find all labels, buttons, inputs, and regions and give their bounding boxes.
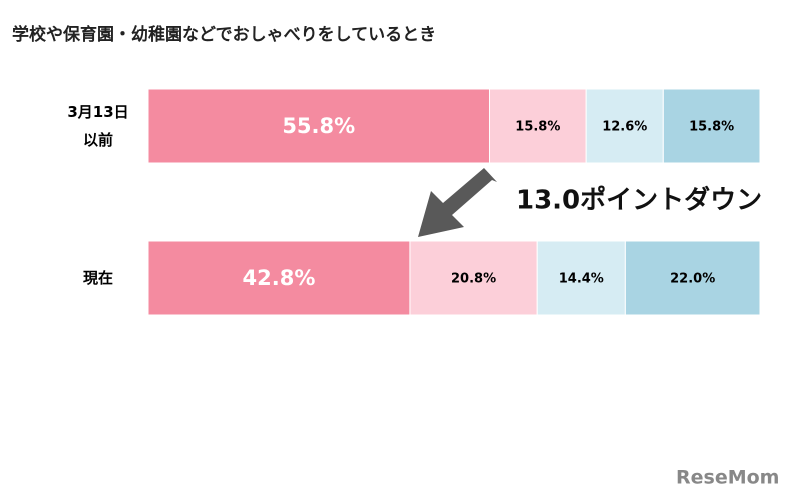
value-label: 14.4% bbox=[559, 272, 604, 287]
value-label: 22.0% bbox=[670, 272, 715, 287]
value-label: 12.6% bbox=[602, 120, 647, 135]
bar-segment bbox=[662, 88, 761, 164]
chart-title: 学校や保育園・幼稚園などでおしゃべりをしているとき bbox=[12, 24, 436, 45]
value-label: 15.8% bbox=[689, 120, 734, 135]
bar-segment bbox=[147, 240, 411, 316]
bar-segment bbox=[409, 240, 538, 316]
category-label: 現在 bbox=[82, 269, 113, 287]
bar-segment bbox=[624, 240, 761, 316]
bar-segment bbox=[585, 88, 664, 164]
value-label: 15.8% bbox=[515, 120, 560, 135]
value-label: 20.8% bbox=[451, 272, 496, 287]
arrow bbox=[418, 168, 497, 237]
category-label: 3月13日 以前 bbox=[67, 103, 129, 149]
bar-segment bbox=[488, 88, 587, 164]
logo: ReseMom bbox=[676, 467, 779, 489]
bar-segment bbox=[536, 240, 626, 316]
value-label: 55.8% bbox=[282, 114, 355, 138]
bar-segment bbox=[147, 88, 490, 164]
value-label: 42.8% bbox=[243, 266, 316, 290]
annotation: 13.0ポイントダウン bbox=[516, 185, 762, 216]
